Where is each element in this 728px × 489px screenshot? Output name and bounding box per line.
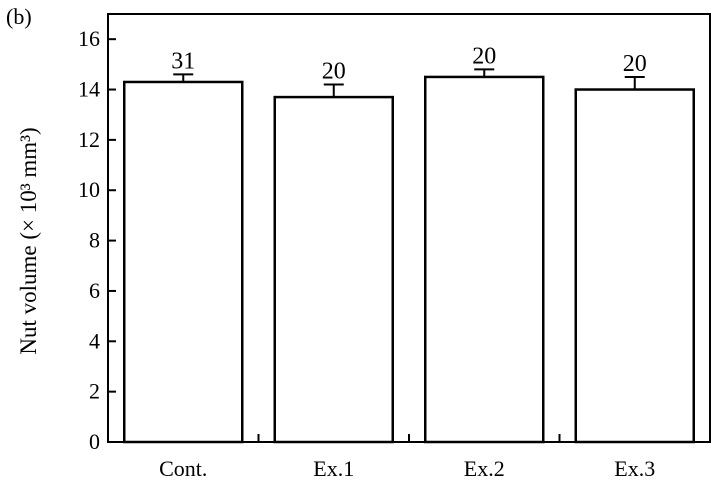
bar [273, 95, 394, 444]
y-tick-label: 2 [89, 379, 100, 404]
data-label: 20 [322, 58, 346, 84]
bar [424, 75, 545, 444]
bar [574, 88, 695, 444]
x-axis: Cont. Ex.1 Ex.2 Ex.3 [159, 434, 655, 481]
y-tick-label: 16 [78, 26, 100, 51]
x-tick-label: Ex.1 [313, 456, 354, 481]
x-tick-label: Ex.2 [464, 456, 505, 481]
y-tick-label: 6 [89, 278, 100, 303]
y-tick-label: 4 [89, 328, 100, 353]
bars: 31 20 20 20 [123, 43, 695, 444]
bar [123, 80, 244, 444]
y-tick-label: 14 [78, 77, 100, 102]
y-tick-label: 12 [78, 127, 100, 152]
y-tick-label: 10 [78, 177, 100, 202]
x-tick-label: Cont. [159, 456, 207, 481]
data-label: 20 [472, 43, 496, 69]
y-axis-label: Nut volume (× 10³ mm³) [16, 127, 41, 354]
x-tick-label: Ex.3 [614, 456, 655, 481]
y-axis: 0 2 4 6 8 10 12 14 16 [78, 26, 116, 454]
data-label: 31 [171, 48, 195, 74]
data-label: 20 [623, 51, 647, 77]
y-tick-label: 0 [89, 429, 100, 454]
y-tick-label: 8 [89, 228, 100, 253]
panel-label: (b) [6, 4, 32, 29]
